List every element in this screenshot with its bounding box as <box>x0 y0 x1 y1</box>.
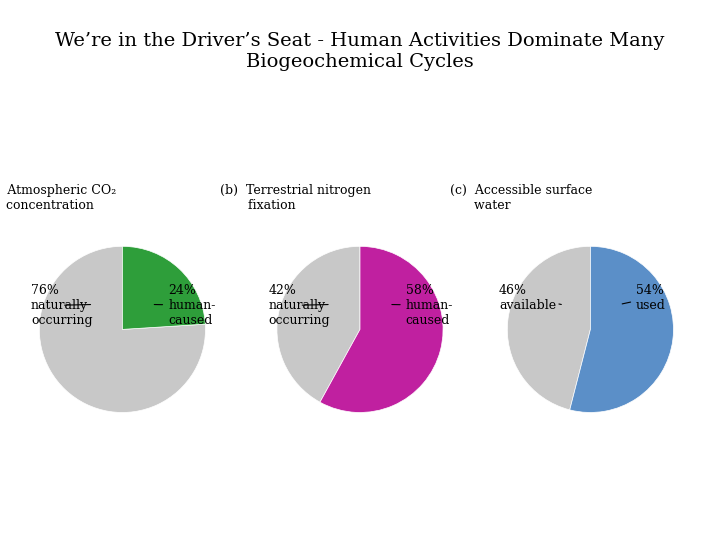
Text: 46%
available: 46% available <box>499 284 562 312</box>
Text: (c)  Accessible surface
      water: (c) Accessible surface water <box>450 184 593 212</box>
Text: (a)  Atmospheric CO₂
      concentration: (a) Atmospheric CO₂ concentration <box>0 184 116 212</box>
Text: (b)  Terrestrial nitrogen
       fixation: (b) Terrestrial nitrogen fixation <box>220 184 371 212</box>
Text: 54%
used: 54% used <box>622 284 666 312</box>
Wedge shape <box>570 246 673 413</box>
Wedge shape <box>277 246 360 402</box>
Wedge shape <box>508 246 590 410</box>
Text: We’re in the Driver’s Seat - Human Activities Dominate Many
Biogeochemical Cycle: We’re in the Driver’s Seat - Human Activ… <box>55 32 665 71</box>
Text: 42%
naturally
occurring: 42% naturally occurring <box>269 284 330 327</box>
Wedge shape <box>40 246 205 413</box>
Text: 24%
human-
caused: 24% human- caused <box>154 284 215 327</box>
Text: 58%
human-
caused: 58% human- caused <box>392 284 453 327</box>
Wedge shape <box>320 246 443 413</box>
Wedge shape <box>122 246 205 329</box>
Text: 76%
naturally
occurring: 76% naturally occurring <box>31 284 93 327</box>
